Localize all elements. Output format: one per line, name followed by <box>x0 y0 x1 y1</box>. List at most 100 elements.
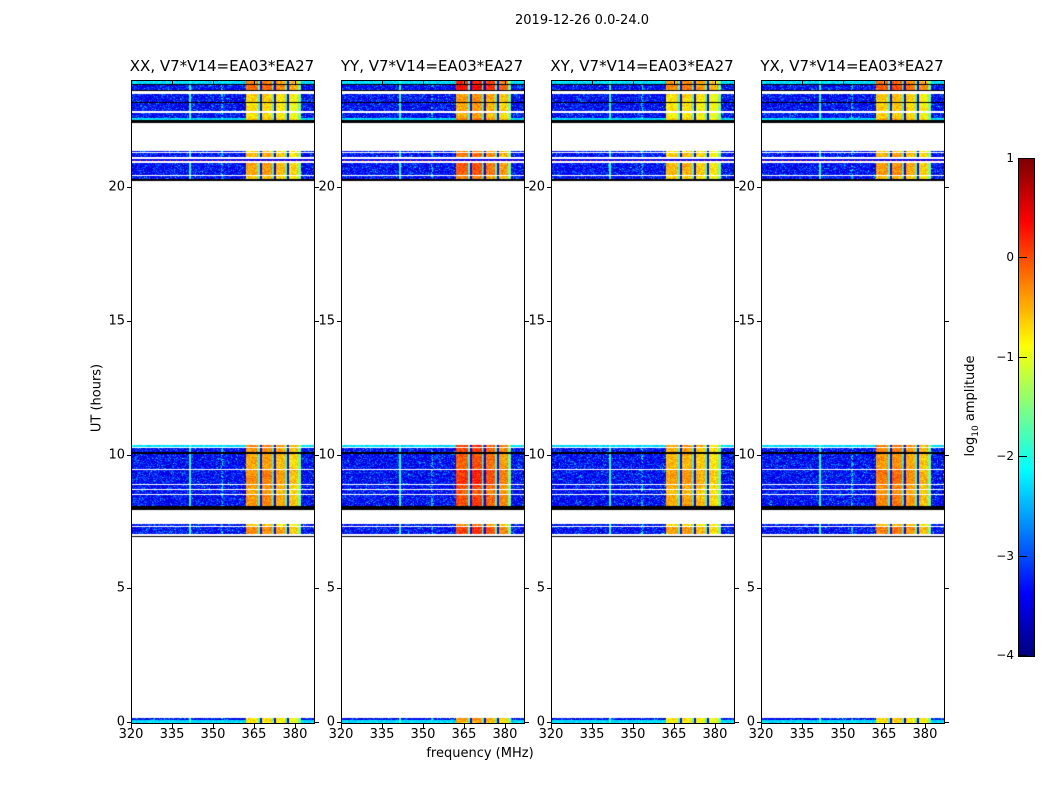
y-tick-right <box>315 187 319 188</box>
y-tick-label: 5 <box>746 580 755 596</box>
x-tick-top <box>551 81 552 85</box>
x-tick <box>422 724 424 728</box>
x-tick-label: 335 <box>159 727 185 742</box>
panel-title-yy: YY, V7*V14=EA03*EA27 <box>340 57 524 75</box>
colorbar-tick-label: −4 <box>996 648 1014 662</box>
y-tick <box>337 454 341 456</box>
x-tick-label: 350 <box>200 727 226 742</box>
y-tick-right <box>525 588 529 590</box>
x-tick-top <box>761 81 762 85</box>
x-tick-top <box>842 81 844 85</box>
colorbar-label: log10 amplitude <box>963 355 981 456</box>
y-tick-right <box>315 320 319 322</box>
colorbar-label-prefix: log <box>963 436 979 457</box>
x-tick <box>883 724 885 728</box>
y-tick-right <box>315 722 319 723</box>
y-tick-right <box>945 454 949 456</box>
x-tick-top <box>632 81 634 85</box>
colorbar-tick <box>1019 257 1027 259</box>
y-tick <box>757 722 761 723</box>
y-tick-right <box>945 320 949 322</box>
y-tick-right <box>525 722 529 723</box>
x-tick <box>463 724 465 728</box>
y-tick-label: 0 <box>116 714 125 730</box>
y-tick-label: 0 <box>536 714 545 730</box>
y-tick <box>127 454 131 456</box>
panel-yy <box>341 80 525 724</box>
x-tick-label: 365 <box>871 727 897 742</box>
heatmap-canvas-yx <box>762 81 944 723</box>
x-tick <box>673 724 675 728</box>
x-tick <box>801 724 803 728</box>
x-tick <box>294 724 296 728</box>
x-tick <box>714 724 716 728</box>
y-axis-label: UT (hours) <box>89 363 105 433</box>
heatmap-canvas-xy <box>552 81 734 723</box>
x-tick-label: 380 <box>912 727 938 742</box>
y-tick-label: 20 <box>108 179 125 195</box>
x-tick-label: 320 <box>118 727 144 742</box>
y-tick-right <box>315 588 319 590</box>
x-tick-top <box>171 81 173 85</box>
y-tick <box>127 187 131 188</box>
x-tick-label: 365 <box>661 727 687 742</box>
x-tick-top <box>714 81 716 85</box>
y-tick <box>127 588 131 590</box>
colorbar-tick <box>1019 655 1027 656</box>
y-tick-label: 15 <box>738 313 755 329</box>
y-tick-label: 5 <box>536 580 545 596</box>
y-tick-label: 15 <box>318 313 335 329</box>
y-tick-right <box>945 722 949 723</box>
colorbar-tick <box>1019 456 1027 458</box>
x-tick <box>761 724 762 728</box>
y-tick <box>547 320 551 322</box>
x-tick-label: 320 <box>538 727 564 742</box>
y-tick-label: 5 <box>116 580 125 596</box>
y-tick <box>547 187 551 188</box>
x-tick-label: 320 <box>748 727 774 742</box>
y-tick <box>337 722 341 723</box>
y-tick-label: 20 <box>738 179 755 195</box>
y-tick-right <box>315 454 319 456</box>
panel-yx <box>761 80 945 724</box>
x-tick-label: 380 <box>492 727 518 742</box>
y-tick-label: 20 <box>528 179 545 195</box>
x-tick-label: 335 <box>789 727 815 742</box>
x-tick-top <box>504 81 506 85</box>
y-tick-right <box>525 320 529 322</box>
y-tick-right <box>735 588 739 590</box>
colorbar-tick <box>1019 356 1027 358</box>
y-tick-right <box>735 722 739 723</box>
y-tick-right <box>735 454 739 456</box>
x-tick-label: 365 <box>451 727 477 742</box>
x-tick-top <box>883 81 885 85</box>
y-tick <box>547 588 551 590</box>
heatmap-canvas-xx <box>132 81 314 723</box>
x-tick-label: 380 <box>702 727 728 742</box>
y-tick <box>337 187 341 188</box>
colorbar-tick-label: −3 <box>996 548 1014 563</box>
x-tick-top <box>294 81 296 85</box>
y-tick <box>337 320 341 322</box>
y-tick <box>547 454 551 456</box>
x-tick <box>842 724 844 728</box>
y-tick-right <box>735 320 739 322</box>
y-tick-label: 10 <box>318 447 335 462</box>
x-axis-label: frequency (MHz) <box>426 746 534 761</box>
colorbar-tick-label: −2 <box>996 449 1014 464</box>
y-tick-label: 0 <box>326 714 335 730</box>
y-tick-right <box>525 454 529 456</box>
heatmap-canvas-yy <box>342 81 524 723</box>
x-tick-top <box>422 81 424 85</box>
y-tick <box>757 588 761 590</box>
x-tick-top <box>673 81 675 85</box>
x-tick-label: 350 <box>830 727 856 742</box>
colorbar-gradient <box>1019 159 1034 656</box>
colorbar-tick-label: −1 <box>996 349 1014 364</box>
figure-title: 2019-12-26 0.0-24.0 <box>515 13 649 28</box>
x-tick-top <box>253 81 255 85</box>
x-tick <box>212 724 214 728</box>
y-tick-label: 10 <box>108 447 125 462</box>
y-tick-right <box>945 187 949 188</box>
